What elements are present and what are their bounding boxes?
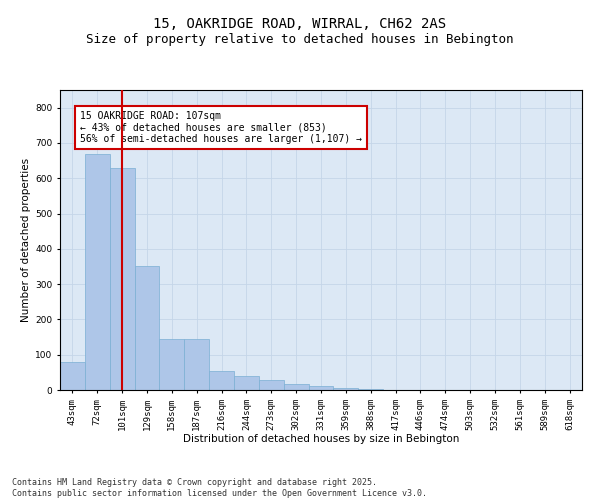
Bar	[284, 384, 308, 390]
Bar	[184, 339, 209, 390]
X-axis label: Distribution of detached houses by size in Bebington: Distribution of detached houses by size …	[183, 434, 459, 444]
Bar	[308, 386, 334, 390]
Bar	[85, 154, 110, 390]
Text: 15, OAKRIDGE ROAD, WIRRAL, CH62 2AS: 15, OAKRIDGE ROAD, WIRRAL, CH62 2AS	[154, 18, 446, 32]
Bar	[209, 370, 234, 390]
Bar	[160, 339, 184, 390]
Bar	[134, 266, 160, 390]
Text: Contains HM Land Registry data © Crown copyright and database right 2025.
Contai: Contains HM Land Registry data © Crown c…	[12, 478, 427, 498]
Bar	[110, 168, 134, 390]
Bar	[334, 388, 358, 390]
Text: 15 OAKRIDGE ROAD: 107sqm
← 43% of detached houses are smaller (853)
56% of semi-: 15 OAKRIDGE ROAD: 107sqm ← 43% of detach…	[80, 111, 362, 144]
Bar	[259, 380, 284, 390]
Text: Size of property relative to detached houses in Bebington: Size of property relative to detached ho…	[86, 32, 514, 46]
Bar	[60, 362, 85, 390]
Bar	[234, 376, 259, 390]
Y-axis label: Number of detached properties: Number of detached properties	[21, 158, 31, 322]
